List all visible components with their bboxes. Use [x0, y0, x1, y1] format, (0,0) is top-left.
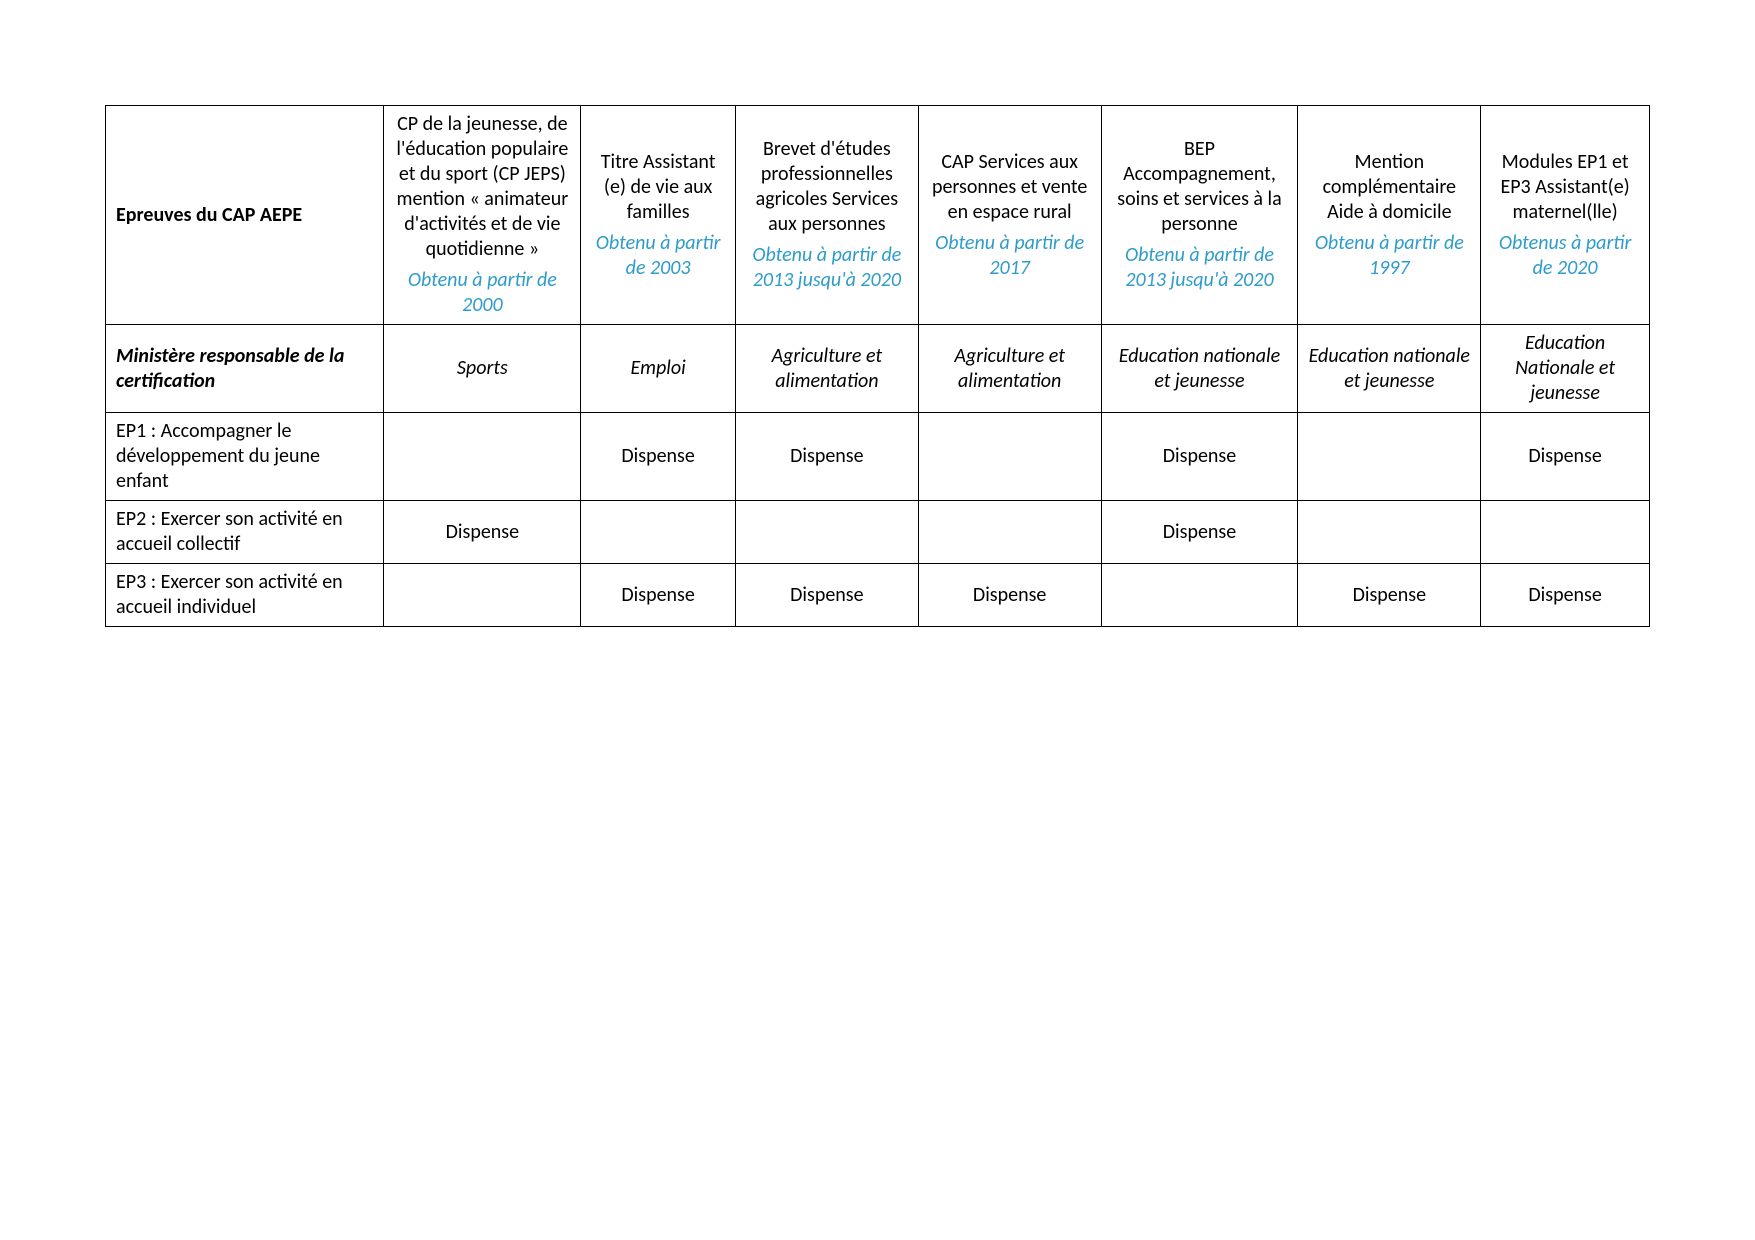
table-row: Ministère responsable de la certificatio…: [106, 325, 1650, 413]
header-col-6: Modules EP1 et EP3 Assistant(e) maternel…: [1481, 106, 1650, 325]
row-0-cell-4: Education nationale et jeunesse: [1101, 325, 1298, 413]
row-3-cell-6: Dispense: [1481, 564, 1650, 627]
header-col-4-title: BEP Accompagnement, soins et services à …: [1117, 137, 1281, 236]
header-col-6-title: Modules EP1 et EP3 Assistant(e) maternel…: [1500, 150, 1629, 224]
row-0-cell-0: Sports: [384, 325, 581, 413]
row-1-cell-6: Dispense: [1481, 413, 1650, 501]
header-col-0-obtained: Obtenu à partir de 2000: [392, 268, 572, 318]
header-col-2-obtained: Obtenu à partir de 2013 jusqu'à 2020: [744, 243, 910, 293]
row-2-cell-3: [918, 501, 1101, 564]
header-col-1: Titre Assistant (e) de vie aux familles …: [581, 106, 736, 325]
header-col-5: Mention complémentaire Aide à domicile O…: [1298, 106, 1481, 325]
row-1-cell-0: [384, 413, 581, 501]
header-col-4: BEP Accompagnement, soins et services à …: [1101, 106, 1298, 325]
row-2-label: EP2 : Exercer son activité en accueil co…: [106, 501, 384, 564]
row-1-cell-4: Dispense: [1101, 413, 1298, 501]
row-3-cell-2: Dispense: [735, 564, 918, 627]
table-row: EP2 : Exercer son activité en accueil co…: [106, 501, 1650, 564]
header-col-1-title: Titre Assistant (e) de vie aux familles: [601, 150, 716, 224]
row-2-cell-5: [1298, 501, 1481, 564]
header-col-2-title: Brevet d'études professionnelles agricol…: [756, 137, 898, 236]
row-0-cell-5: Education nationale et jeunesse: [1298, 325, 1481, 413]
row-1-cell-2: Dispense: [735, 413, 918, 501]
header-col-2: Brevet d'études professionnelles agricol…: [735, 106, 918, 325]
row-2-cell-0: Dispense: [384, 501, 581, 564]
row-0-cell-3: Agriculture et alimentation: [918, 325, 1101, 413]
table-header-row: Epreuves du CAP AEPE CP de la jeunesse, …: [106, 106, 1650, 325]
row-2-cell-2: [735, 501, 918, 564]
row-0-cell-6: Education Nationale et jeunesse: [1481, 325, 1650, 413]
header-leftmost: Epreuves du CAP AEPE: [106, 106, 384, 325]
row-0-label: Ministère responsable de la certificatio…: [106, 325, 384, 413]
row-1-cell-3: [918, 413, 1101, 501]
row-3-cell-1: Dispense: [581, 564, 736, 627]
row-2-cell-4: Dispense: [1101, 501, 1298, 564]
row-2-cell-1: [581, 501, 736, 564]
header-col-3-obtained: Obtenu à partir de 2017: [927, 231, 1093, 281]
row-2-cell-6: [1481, 501, 1650, 564]
page: Epreuves du CAP AEPE CP de la jeunesse, …: [0, 0, 1755, 732]
header-col-1-obtained: Obtenu à partir de 2003: [589, 231, 727, 281]
table-row: EP3 : Exercer son activité en accueil in…: [106, 564, 1650, 627]
row-3-label: EP3 : Exercer son activité en accueil in…: [106, 564, 384, 627]
row-1-label: EP1 : Accompagner le développement du je…: [106, 413, 384, 501]
header-col-6-obtained: Obtenus à partir de 2020: [1489, 231, 1641, 281]
header-col-0: CP de la jeunesse, de l'éducation popula…: [384, 106, 581, 325]
row-3-cell-0: [384, 564, 581, 627]
row-1-cell-1: Dispense: [581, 413, 736, 501]
table-row: EP1 : Accompagner le développement du je…: [106, 413, 1650, 501]
header-col-5-obtained: Obtenu à partir de 1997: [1306, 231, 1472, 281]
row-3-cell-5: Dispense: [1298, 564, 1481, 627]
row-3-cell-3: Dispense: [918, 564, 1101, 627]
table-body: Epreuves du CAP AEPE CP de la jeunesse, …: [106, 106, 1650, 627]
row-0-cell-2: Agriculture et alimentation: [735, 325, 918, 413]
row-3-cell-4: [1101, 564, 1298, 627]
header-col-3: CAP Services aux personnes et vente en e…: [918, 106, 1101, 325]
header-col-5-title: Mention complémentaire Aide à domicile: [1323, 150, 1456, 224]
row-0-cell-1: Emploi: [581, 325, 736, 413]
header-col-0-title: CP de la jeunesse, de l'éducation popula…: [396, 112, 568, 261]
row-1-cell-5: [1298, 413, 1481, 501]
dispense-table: Epreuves du CAP AEPE CP de la jeunesse, …: [105, 105, 1650, 627]
header-col-3-title: CAP Services aux personnes et vente en e…: [932, 150, 1087, 224]
header-col-4-obtained: Obtenu à partir de 2013 jusqu'à 2020: [1110, 243, 1290, 293]
